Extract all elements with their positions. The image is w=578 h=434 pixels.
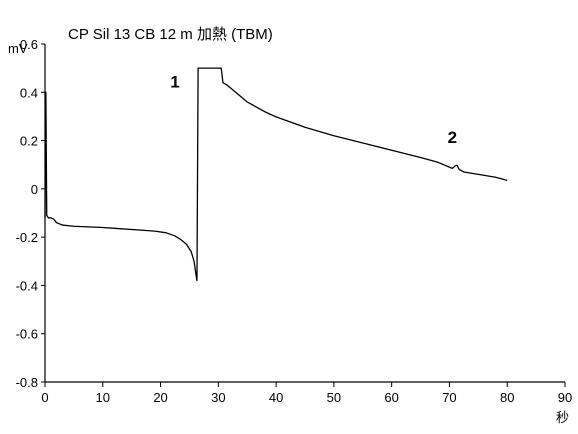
x-tick-label: 80 xyxy=(500,390,514,405)
chart-title: CP Sil 13 CB 12 m 加熱 (TBM) xyxy=(68,26,273,43)
y-tick-label: -0.4 xyxy=(16,278,38,293)
x-axis-unit: 秒 xyxy=(556,410,569,425)
y-tick-label: -0.2 xyxy=(16,230,38,245)
x-tick-label: 30 xyxy=(211,390,225,405)
x-tick-label: 40 xyxy=(269,390,283,405)
peak-label-1: 1 xyxy=(170,72,179,91)
y-axis-unit: mV xyxy=(8,41,28,56)
x-tick-label: 90 xyxy=(558,390,572,405)
x-tick-label: 60 xyxy=(384,390,398,405)
peak-label-2: 2 xyxy=(448,128,457,147)
axes: 0.60.40.20-0.2-0.4-0.6-0.80 10 20 30 40 50 60 7… xyxy=(16,37,573,405)
x-tick-label: 50 xyxy=(327,390,341,405)
x-tick-label: 20 xyxy=(153,390,167,405)
y-tick-label: 0.4 xyxy=(20,85,38,100)
series-line-0 xyxy=(44,67,508,282)
y-tick-label: 0 xyxy=(31,182,38,197)
x-tick-label: 70 xyxy=(442,390,456,405)
annotation-layer: 12 xyxy=(170,72,457,147)
y-tick-label: 0.2 xyxy=(20,134,38,149)
y-tick-label: -0.6 xyxy=(16,327,38,342)
x-tick-label: 10 xyxy=(96,390,110,405)
series-layer xyxy=(44,67,508,282)
y-tick-label: -0.8 xyxy=(16,375,38,390)
y-tick-label: 0.6 xyxy=(20,37,38,52)
x-tick-label: 0 xyxy=(41,390,48,405)
